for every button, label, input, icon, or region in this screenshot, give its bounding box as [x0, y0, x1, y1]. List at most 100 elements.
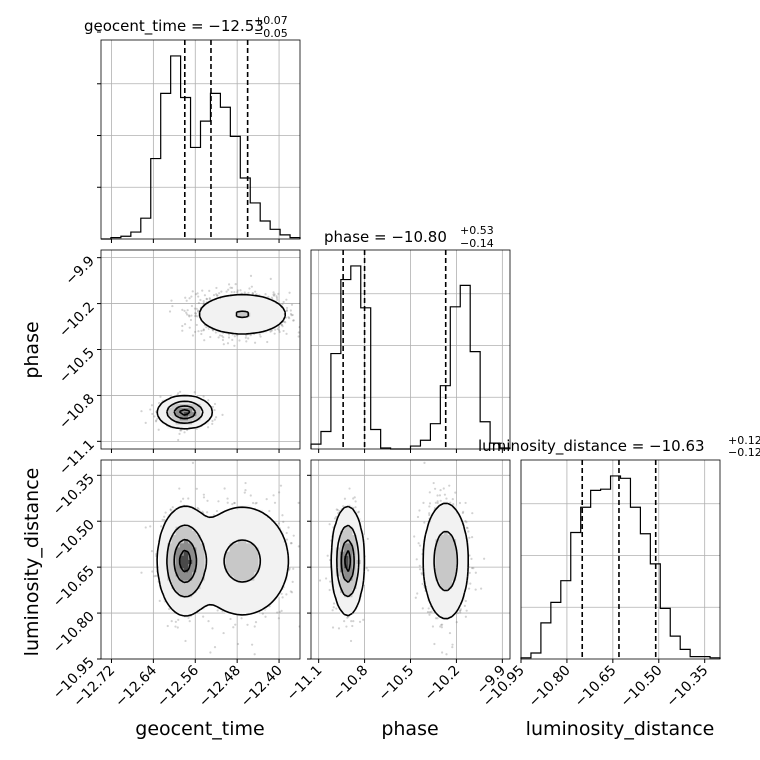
density-cell: [270, 576, 276, 581]
sample-point: [205, 297, 208, 300]
sample-point: [245, 340, 248, 343]
density-cell: [443, 555, 449, 560]
density-cell: [167, 518, 172, 523]
density-cell: [192, 596, 197, 602]
sample-point: [184, 639, 187, 643]
density-cell: [225, 513, 230, 519]
density-cell: [275, 308, 280, 313]
density-cell: [331, 555, 337, 560]
density-cell: [258, 312, 264, 317]
sample-point: [183, 309, 186, 313]
density-cell: [258, 567, 264, 573]
density-cell: [217, 320, 222, 326]
density-cell: [225, 324, 230, 330]
density-cell: [250, 324, 255, 330]
density-cell: [171, 605, 177, 610]
density-cell: [225, 295, 230, 301]
density-cell: [183, 559, 189, 565]
density-cell: [229, 538, 235, 544]
density-cell: [233, 571, 239, 577]
sample-point: [328, 523, 331, 526]
sample-point: [470, 557, 473, 560]
sample-point: [230, 290, 233, 294]
density-cell: [460, 530, 465, 536]
sample-point: [249, 494, 252, 497]
sample-point: [335, 515, 338, 519]
sample-point: [202, 329, 205, 332]
density-cell: [352, 551, 358, 556]
sample-point: [289, 312, 293, 316]
sample-point: [205, 298, 209, 301]
density-cell: [233, 609, 239, 614]
density-cell: [159, 576, 164, 581]
density-cell: [250, 538, 255, 544]
sample-point: [431, 625, 435, 628]
density-cell: [456, 580, 461, 585]
density-cell: [258, 596, 264, 602]
density-cell: [163, 538, 168, 544]
density-cell: [221, 571, 226, 577]
density-cell: [183, 600, 189, 606]
density-cell: [422, 563, 428, 569]
density-cell: [266, 567, 272, 573]
sample-point: [253, 653, 256, 656]
sample-point: [438, 494, 442, 497]
sample-point: [216, 294, 219, 297]
density-cell: [344, 567, 349, 573]
density-cell: [331, 584, 337, 589]
density-cell: [340, 513, 345, 519]
density-cell: [422, 576, 428, 581]
density-cell: [208, 530, 214, 536]
contour-line: [173, 538, 198, 584]
density-cell: [447, 576, 453, 581]
density-cell: [451, 600, 457, 606]
density-cell: [217, 538, 222, 544]
sample-point: [430, 610, 433, 613]
density-cell: [171, 522, 177, 527]
sample-point: [436, 500, 439, 503]
density-cell: [208, 551, 214, 556]
density-cell: [204, 403, 210, 408]
density-cell: [331, 534, 337, 540]
density-cell: [344, 596, 349, 602]
sample-point: [471, 512, 474, 515]
sample-point: [150, 404, 154, 407]
density-cell: [208, 526, 214, 531]
density-cell: [167, 580, 172, 585]
density-cell: [167, 534, 172, 540]
sample-point: [353, 496, 356, 499]
density-cell: [212, 576, 218, 581]
density-cell: [344, 530, 349, 536]
density-cell: [200, 403, 206, 408]
density-cell: [204, 542, 210, 548]
density-cell: [196, 571, 201, 577]
density-cell: [208, 559, 214, 565]
density-cell: [179, 588, 185, 594]
density-cell: [258, 563, 264, 569]
density-cell: [352, 605, 358, 610]
sample-point: [253, 625, 256, 628]
density-cell: [179, 509, 185, 515]
density-cell: [233, 295, 239, 301]
density-cell: [258, 588, 264, 594]
sample-point: [209, 335, 212, 339]
sample-point: [229, 286, 232, 289]
sample-point: [331, 626, 335, 629]
density-cell: [233, 567, 239, 573]
title-phase-sub: −0.14: [460, 237, 494, 250]
density-cell: [451, 534, 457, 540]
sample-point: [461, 511, 464, 515]
sample-point: [289, 309, 292, 312]
density-cell: [225, 530, 230, 536]
density-cell: [167, 551, 172, 556]
density-cell: [208, 563, 214, 569]
density-cell: [179, 580, 185, 585]
density-cell: [348, 526, 353, 531]
density-cell: [254, 567, 259, 573]
density-cell: [167, 559, 172, 565]
density-cell: [266, 571, 272, 577]
density-cell: [188, 551, 193, 556]
density-cell: [163, 411, 168, 417]
density-cell: [171, 518, 177, 523]
density-cell: [258, 551, 264, 556]
